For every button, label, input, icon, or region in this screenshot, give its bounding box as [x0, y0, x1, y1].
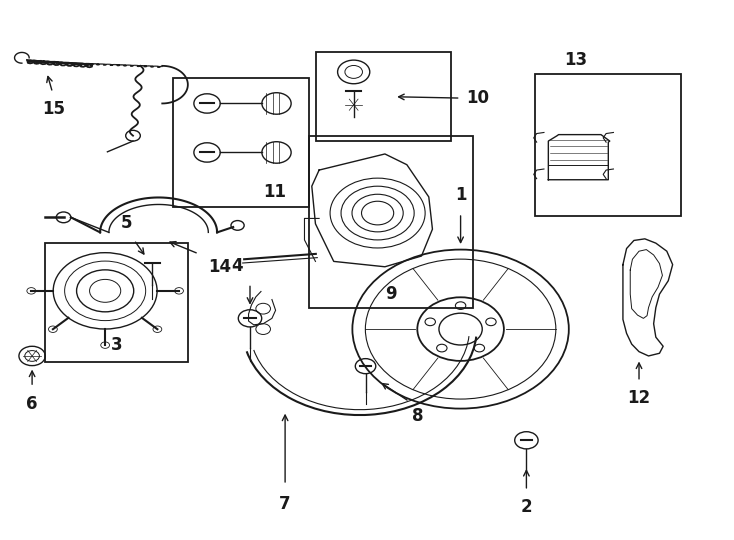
Bar [316, 52, 451, 141]
Bar [46, 243, 188, 362]
Text: 2: 2 [520, 498, 532, 516]
Text: 10: 10 [466, 89, 490, 107]
Text: 1: 1 [455, 186, 466, 204]
Text: 13: 13 [564, 51, 588, 69]
Bar [173, 78, 308, 207]
Bar [535, 74, 681, 217]
Text: 14: 14 [208, 258, 231, 276]
Text: 9: 9 [385, 285, 396, 303]
Text: 7: 7 [280, 495, 291, 512]
Text: 15: 15 [43, 100, 65, 118]
Bar [308, 136, 473, 308]
Text: 3: 3 [111, 336, 123, 354]
Text: 4: 4 [231, 258, 243, 275]
Text: 11: 11 [264, 183, 286, 201]
Text: 8: 8 [413, 407, 424, 425]
Text: 12: 12 [628, 389, 650, 407]
Text: 5: 5 [121, 214, 132, 232]
Text: 6: 6 [26, 395, 38, 413]
